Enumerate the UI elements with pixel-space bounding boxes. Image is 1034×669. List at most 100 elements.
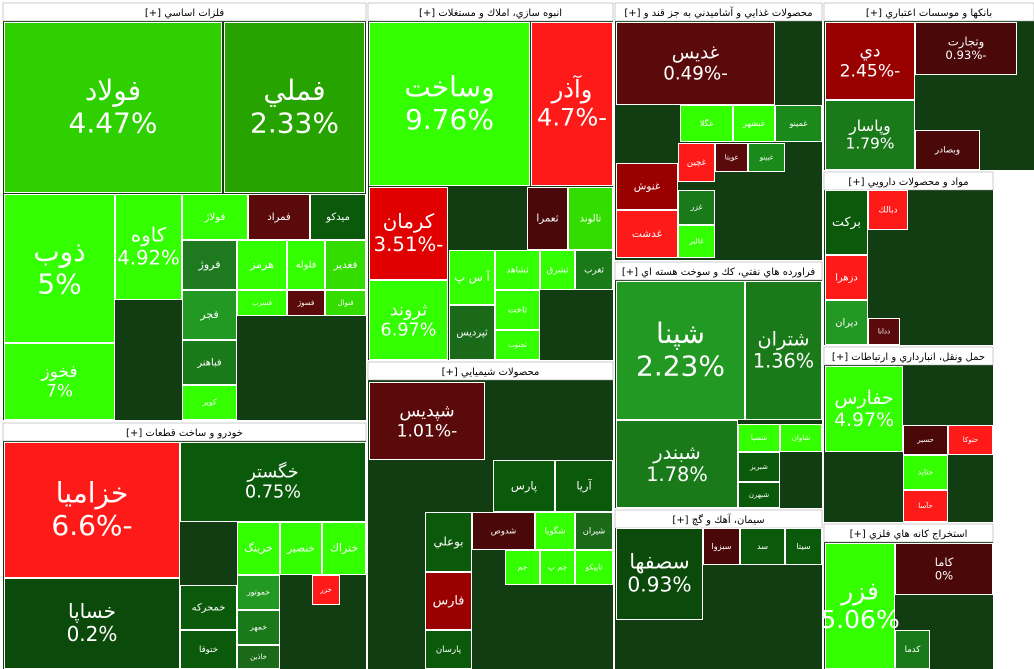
tile[interactable]: [180, 585, 237, 630]
tile[interactable]: [280, 522, 322, 575]
tile[interactable]: [678, 190, 715, 225]
sector-header[interactable]: [823, 346, 994, 366]
tile[interactable]: [825, 255, 868, 300]
sector-title[interactable]: محصولات غذايي و آشاميدني به جز قند و [+]: [624, 6, 812, 19]
tile[interactable]: [825, 543, 895, 669]
tile[interactable]: [224, 22, 365, 193]
sector-header[interactable]: [823, 2, 1034, 22]
tile[interactable]: [825, 100, 915, 170]
sector-title[interactable]: بانکها و موسسات اعتباري [+]: [866, 8, 992, 19]
tile[interactable]: [369, 280, 448, 360]
tile[interactable]: [322, 522, 366, 575]
tile[interactable]: [287, 290, 325, 316]
tile[interactable]: [555, 460, 613, 512]
tile[interactable]: [325, 290, 366, 316]
tile[interactable]: [738, 452, 780, 482]
sector-title[interactable]: مواد و محصولات دارويي [+]: [848, 177, 968, 188]
tile[interactable]: [449, 250, 495, 305]
sector-header[interactable]: [823, 171, 994, 191]
tile[interactable]: [4, 343, 115, 420]
tile[interactable]: [825, 190, 868, 255]
tile[interactable]: [425, 512, 472, 572]
tile[interactable]: [325, 240, 366, 290]
tile[interactable]: [738, 424, 780, 452]
tile[interactable]: [616, 420, 738, 508]
tile[interactable]: [575, 512, 613, 550]
tile[interactable]: [715, 143, 748, 172]
sector-title[interactable]: فلزات اساسي [+]: [145, 8, 224, 19]
tile[interactable]: [505, 550, 540, 585]
tile[interactable]: [948, 425, 993, 455]
tile[interactable]: [495, 290, 540, 330]
tile[interactable]: [182, 194, 248, 240]
tile[interactable]: [527, 187, 568, 250]
tile[interactable]: [616, 22, 775, 105]
tile[interactable]: [895, 630, 930, 669]
sector-header[interactable]: [2, 2, 367, 22]
sector-title[interactable]: فراورده هاي نفتي، كك و سوخت هسته اي [+]: [622, 267, 816, 278]
tile[interactable]: [748, 143, 785, 172]
tile[interactable]: [703, 528, 740, 565]
tile[interactable]: [180, 442, 366, 522]
tile[interactable]: [310, 194, 366, 240]
tile[interactable]: [495, 330, 540, 360]
tile[interactable]: [568, 187, 613, 250]
tile[interactable]: [237, 610, 280, 645]
tile[interactable]: [868, 318, 900, 345]
tile[interactable]: [903, 455, 948, 490]
tile[interactable]: [237, 290, 287, 316]
tile[interactable]: [495, 250, 540, 290]
tile[interactable]: [369, 22, 530, 186]
tile[interactable]: [540, 550, 575, 585]
tile[interactable]: [575, 550, 613, 585]
sector-header[interactable]: [614, 2, 823, 22]
sector-title[interactable]: سيمان، آهك و گچ [+]: [672, 513, 764, 526]
tile[interactable]: [540, 250, 575, 290]
tile[interactable]: [825, 366, 903, 452]
sector-header[interactable]: [614, 261, 823, 281]
tile[interactable]: [825, 300, 868, 345]
tile[interactable]: [248, 194, 310, 240]
tile[interactable]: [425, 630, 472, 669]
sector-title[interactable]: انبوه سازي، املاك و مستغلات [+]: [419, 8, 562, 19]
tile[interactable]: [287, 240, 325, 290]
tile[interactable]: [738, 482, 780, 508]
tile[interactable]: [903, 490, 948, 522]
tile[interactable]: [775, 105, 822, 142]
tile[interactable]: [4, 578, 180, 669]
sector-header[interactable]: [2, 422, 367, 442]
tile[interactable]: [493, 460, 555, 512]
tile[interactable]: [745, 281, 822, 420]
tile[interactable]: [903, 425, 948, 455]
tile[interactable]: [895, 543, 993, 595]
tile[interactable]: [182, 240, 237, 290]
tile[interactable]: [575, 250, 613, 290]
tile[interactable]: [180, 630, 237, 669]
tile[interactable]: [531, 22, 613, 186]
tile[interactable]: [733, 105, 775, 142]
tile[interactable]: [680, 105, 733, 142]
sector-title[interactable]: خودرو و ساخت قطعات [+]: [126, 428, 243, 439]
tile[interactable]: [425, 572, 472, 630]
tile[interactable]: [616, 528, 703, 620]
tile[interactable]: [369, 382, 485, 460]
tile[interactable]: [678, 143, 715, 182]
sector-title[interactable]: حمل ونقل، انبارداري و ارتباطات [+]: [832, 352, 985, 363]
tile[interactable]: [868, 190, 908, 230]
tile[interactable]: [678, 225, 715, 258]
tile[interactable]: [312, 575, 340, 605]
tile[interactable]: [115, 194, 182, 300]
tile[interactable]: [616, 163, 678, 210]
tile[interactable]: [780, 424, 822, 452]
sector-header[interactable]: [823, 523, 994, 543]
tile[interactable]: [616, 281, 745, 420]
tile[interactable]: [4, 194, 115, 343]
tile[interactable]: [785, 528, 822, 565]
tile[interactable]: [535, 512, 575, 550]
tile[interactable]: [825, 22, 915, 100]
tile[interactable]: [4, 442, 180, 578]
sector-header[interactable]: [367, 2, 614, 22]
tile[interactable]: [182, 385, 237, 420]
tile[interactable]: [915, 130, 980, 170]
sector-header[interactable]: [367, 361, 614, 381]
